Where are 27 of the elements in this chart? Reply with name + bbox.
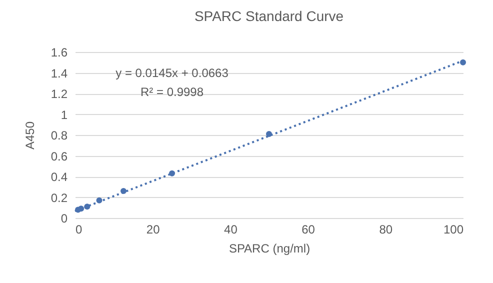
y-tick-label: 0.4 [50,170,68,184]
y-tick-label: 1.6 [50,46,68,60]
x-tick-label: 80 [379,222,393,236]
chart-title: SPARC Standard Curve [194,8,344,24]
y-tick-label: 1 [60,108,68,122]
x-axis-title: SPARC (ng/ml) [228,242,310,256]
y-tick-label: 0.8 [50,128,68,142]
x-tick-label: 20 [146,222,160,236]
y-tick-label: 1.4 [50,66,68,80]
y-tick-label: 0.6 [50,149,68,164]
x-tick-label: 40 [224,222,238,236]
point [120,188,126,194]
y-tick-label: 0 [60,212,68,226]
point [96,197,102,204]
x-tick-label: 0 [76,222,82,236]
x-tick-label: 100 [443,222,464,236]
y-tick-label: 0.2 [50,190,68,205]
x-tick-label: 60 [302,222,316,236]
annotation: y = 0.0145x + 0.0663 [116,66,229,80]
point [266,130,272,137]
point [460,59,466,66]
annotation: R² = 0.9998 [140,85,204,99]
y-tick-label: 1.2 [50,87,68,101]
point [84,204,90,210]
y-axis-title: A450 [22,121,37,150]
point [78,206,84,212]
point [169,170,175,176]
